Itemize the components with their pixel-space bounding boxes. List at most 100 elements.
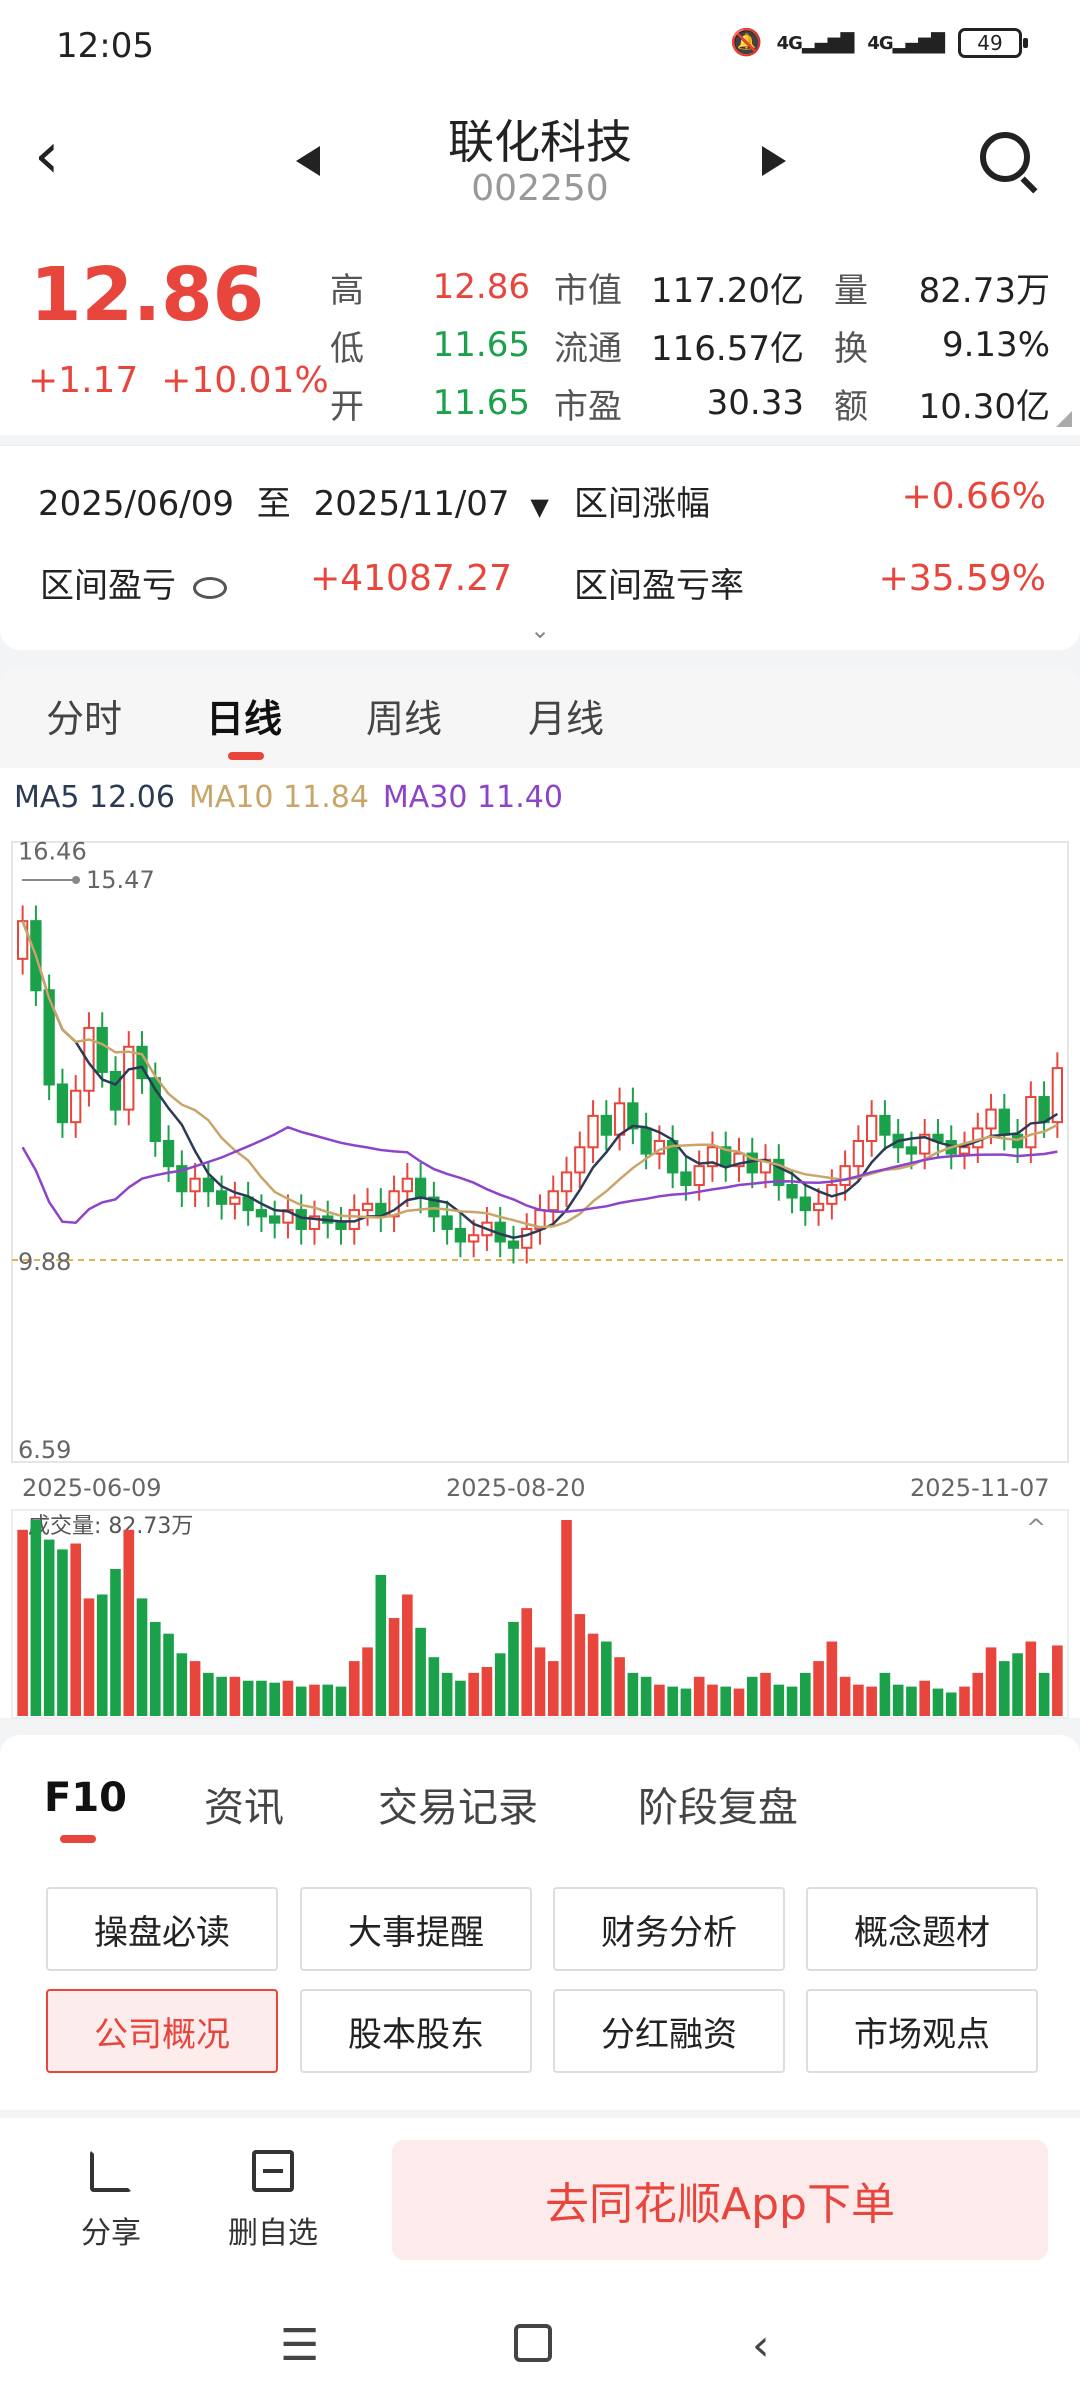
- btn-market-views[interactable]: 市场观点: [806, 1989, 1038, 2073]
- chart-tabs: 分时 日线 周线 月线: [0, 668, 1080, 768]
- candle-body: [521, 1227, 533, 1249]
- candle-body: [839, 1165, 851, 1186]
- remove-watchlist-button[interactable]: 删自选: [218, 2150, 328, 2252]
- volume-bar: [561, 1520, 572, 1716]
- candle-body: [693, 1165, 705, 1186]
- range-to: 至: [256, 484, 291, 524]
- volume-bar: [242, 1680, 254, 1716]
- tab-f10[interactable]: F10: [44, 1775, 127, 1821]
- tab-news[interactable]: 资讯: [204, 1785, 284, 1831]
- candle-body: [468, 1234, 480, 1243]
- date-range-selector[interactable]: 2025/06/09 至 2025/11/07 ▼: [38, 476, 549, 525]
- tab-daily[interactable]: 日线: [206, 697, 283, 741]
- candle-body: [799, 1196, 811, 1212]
- home-icon[interactable]: [514, 2324, 552, 2362]
- volume-bar: [707, 1684, 718, 1716]
- volume-bar: [375, 1574, 387, 1716]
- volume-bar: [945, 1692, 957, 1716]
- high-value: 12.86: [432, 267, 530, 307]
- candle-body: [229, 1196, 241, 1205]
- ma30-label: MA30 11.40: [382, 780, 563, 815]
- volume-bar: [110, 1569, 121, 1716]
- btn-events[interactable]: 大事提醒: [300, 1887, 532, 1971]
- quote-col-3: 量 82.73万 换 9.13% 额 10.30亿: [834, 258, 1050, 432]
- quote-col-2: 市值 117.20亿 流通 116.57亿 市盈 30.33: [554, 258, 804, 432]
- low-value: 11.65: [432, 325, 530, 365]
- volume-bar: [189, 1661, 201, 1716]
- volume-bar: [614, 1657, 625, 1716]
- candle-body: [773, 1158, 785, 1186]
- volume-bar: [627, 1672, 639, 1716]
- volume-bar: [932, 1688, 944, 1716]
- ma10-label: MA10 11.84: [188, 780, 369, 815]
- next-stock-icon[interactable]: [762, 146, 786, 176]
- range-pnl-value: +41087.27: [310, 558, 512, 599]
- signal-icon-1: 4G▂▄▆█: [776, 32, 855, 54]
- volume-bar: [282, 1680, 294, 1716]
- candle-body: [680, 1171, 692, 1186]
- volume-bar: [508, 1621, 519, 1716]
- search-icon[interactable]: [980, 132, 1030, 182]
- volume-bar: [1025, 1641, 1037, 1716]
- volume-bar: [295, 1686, 307, 1716]
- share-icon: [90, 2150, 132, 2192]
- candle-body: [295, 1209, 307, 1230]
- volume-bar: [83, 1598, 95, 1716]
- tab-trade-records[interactable]: 交易记录: [378, 1785, 538, 1831]
- eye-icon[interactable]: [192, 577, 227, 599]
- candle-body: [123, 1045, 135, 1111]
- prev-stock-icon[interactable]: [296, 146, 320, 176]
- volume-bar: [919, 1680, 931, 1716]
- volume-bar: [494, 1653, 506, 1716]
- candle-body: [985, 1108, 997, 1130]
- candle-body: [215, 1190, 228, 1205]
- btn-dividends[interactable]: 分红融资: [553, 1989, 785, 2073]
- signal-icon-2: 4G▂▄▆█: [867, 32, 945, 54]
- expand-chevron-icon[interactable]: ⌄: [530, 616, 551, 644]
- volume-bar: [163, 1633, 174, 1716]
- btn-financials[interactable]: 财务分析: [553, 1887, 785, 1971]
- candle-body: [43, 989, 55, 1086]
- candle-body: [269, 1215, 281, 1224]
- nav-back-icon[interactable]: ‹: [752, 2320, 770, 2371]
- battery-icon: 49: [958, 28, 1028, 58]
- volume-bar: [972, 1672, 984, 1716]
- candle-body: [998, 1108, 1010, 1136]
- candle-body: [255, 1209, 268, 1218]
- tab-stage-review[interactable]: 阶段复盘: [638, 1785, 798, 1831]
- btn-shareholders[interactable]: 股本股东: [300, 1989, 532, 2073]
- tab-intraday[interactable]: 分时: [46, 697, 123, 741]
- volume-bar: [481, 1667, 493, 1716]
- volume-bar: [667, 1686, 678, 1716]
- volume-bar: [428, 1657, 440, 1716]
- candle-body: [587, 1114, 599, 1149]
- volume-bar: [415, 1627, 426, 1716]
- back-icon[interactable]: ‹: [34, 119, 60, 193]
- volume-bar: [256, 1680, 267, 1716]
- open-label: 开: [330, 386, 364, 427]
- tab-weekly[interactable]: 周线: [366, 697, 443, 741]
- share-button[interactable]: 分享: [56, 2150, 166, 2252]
- volume-bar: [786, 1686, 798, 1716]
- volume-bar: [746, 1676, 758, 1716]
- order-button[interactable]: 去同花顺App下单: [392, 2140, 1048, 2260]
- btn-company-profile[interactable]: 公司概况: [46, 1989, 278, 2073]
- remove-label: 删自选: [228, 2216, 318, 2251]
- float-label: 流通: [554, 328, 622, 369]
- volume-bar: [149, 1621, 161, 1716]
- tab-monthly[interactable]: 月线: [528, 697, 605, 741]
- candle-body: [627, 1102, 639, 1130]
- btn-trading-guide[interactable]: 操盘必读: [46, 1887, 278, 1971]
- collapse-chevron-icon: ^: [1026, 1514, 1046, 1542]
- menu-icon[interactable]: ☰: [280, 2320, 320, 2371]
- candle-body: [56, 1083, 69, 1124]
- pe-value: 30.33: [706, 383, 804, 423]
- stock-name: 联化科技: [448, 115, 632, 169]
- candle-body: [600, 1114, 612, 1136]
- kline-chart[interactable]: 16.46 9.88 6.59 15.47 2025-06-09 2025-08…: [0, 818, 1080, 1758]
- candle-body: [1038, 1096, 1050, 1124]
- btn-concepts[interactable]: 概念题材: [806, 1887, 1038, 1971]
- candle-body: [560, 1171, 573, 1193]
- candle-body: [162, 1140, 175, 1168]
- candle-body: [202, 1177, 214, 1193]
